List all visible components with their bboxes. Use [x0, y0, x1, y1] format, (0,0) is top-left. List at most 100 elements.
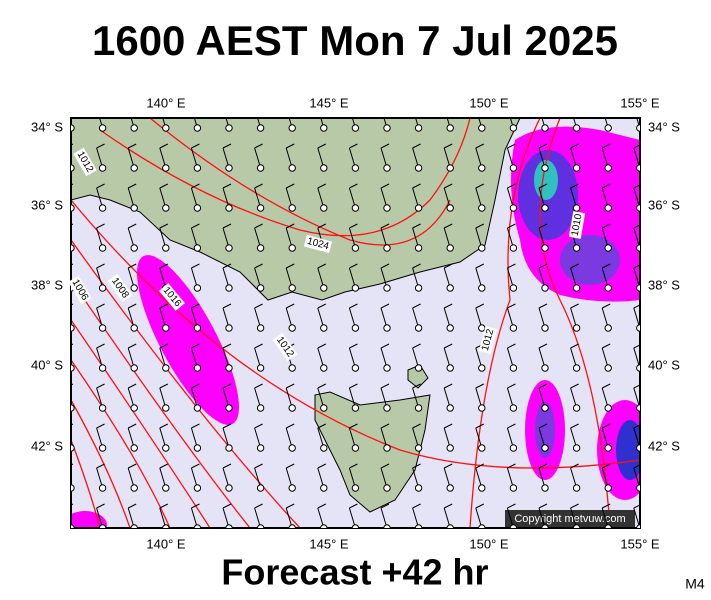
footer: Forecast +42 hr [221, 552, 488, 593]
wind-barb-flag [475, 183, 485, 189]
wind-station [509, 244, 518, 252]
wind-station [288, 524, 296, 528]
isobar-label-bg [107, 273, 133, 303]
wind-barb-flag [317, 343, 327, 349]
wind-station [130, 404, 138, 412]
wind-barb-flag [96, 303, 105, 309]
wind-station [383, 284, 391, 292]
copyright: Copyright metvuw.com [514, 513, 625, 525]
wind-station [541, 244, 549, 252]
wind-station [71, 404, 75, 412]
wind-barb-flag [317, 263, 327, 269]
isobar-label-bg [159, 283, 185, 311]
wind-station [604, 124, 612, 132]
wind-barb-flag [570, 303, 579, 309]
wind-barb-flag [475, 263, 485, 269]
wind-barb-flag [349, 303, 358, 309]
wind-barb-flag [285, 263, 295, 269]
wind-station [225, 484, 233, 492]
wind-station [130, 204, 138, 212]
wind-station [193, 284, 202, 292]
wind-barb-flag [71, 263, 74, 266]
wind-station [414, 404, 423, 412]
wind-barb-flag [127, 143, 137, 149]
wind-barb-flag [127, 463, 137, 469]
wind-barb-flag [159, 263, 169, 269]
wind-barb-flag [475, 503, 485, 509]
wind-station [509, 484, 518, 492]
wind-station [541, 524, 549, 528]
wind-station [351, 444, 360, 452]
wind-barb-flag [633, 184, 640, 189]
wind-station [541, 364, 549, 372]
wind-barb-flag [633, 144, 640, 149]
isobar-label-bg [272, 332, 298, 362]
wind-barb-flag [444, 104, 452, 108]
wind-station [604, 324, 612, 332]
wind-station [288, 444, 296, 452]
wind-barb-flag [254, 263, 263, 269]
wind-station [446, 364, 454, 372]
wind-station [383, 204, 391, 212]
wind-station [636, 324, 640, 332]
wind-barb-flag [633, 344, 640, 349]
wind-station [193, 124, 202, 132]
wind-barb-flag [443, 383, 453, 389]
wind-barb-flag [380, 383, 390, 389]
wind-station [71, 124, 75, 132]
wind-station [541, 444, 549, 452]
wind-station [478, 284, 486, 292]
wind-station [351, 244, 360, 252]
wind-station [509, 164, 518, 172]
wind-barb-flag [633, 464, 640, 469]
isobar-label-bg [73, 147, 97, 177]
wind-station [414, 444, 423, 452]
wind-barb-flag [349, 423, 358, 429]
wind-station [130, 164, 138, 172]
wind-barb-flag [538, 263, 548, 269]
wind-barb-flag [71, 383, 74, 386]
isobar-label-bg [303, 234, 333, 254]
wind-barb-flag [380, 303, 390, 309]
wind-barb-flag [507, 263, 516, 269]
wind-station [446, 444, 454, 452]
wind-barb-flag [507, 183, 516, 189]
wind-station [320, 484, 328, 492]
wind-station [604, 444, 612, 452]
wind-barb-flag [570, 143, 579, 149]
wind-station [541, 284, 549, 292]
wind-station [446, 284, 454, 292]
wind-station [351, 404, 360, 412]
wind-barb-flag [127, 383, 137, 389]
wind-barb-flag [159, 223, 169, 229]
wind-station [256, 364, 265, 372]
wind-barb-flag [71, 463, 74, 466]
wind-barb-flag [159, 503, 169, 509]
wind-station [98, 284, 107, 292]
wind-station [604, 524, 612, 528]
wind-barb-flag [285, 143, 295, 149]
wind-barb-flag [222, 303, 232, 309]
wind-station [351, 164, 360, 172]
wind-barb-flag [601, 183, 611, 189]
wind-station [225, 164, 233, 172]
wind-station [383, 524, 391, 528]
wind-station [572, 244, 581, 252]
wind-station [446, 484, 454, 492]
lon-label: 140° E [146, 95, 186, 110]
wind-barb-flag [507, 143, 516, 149]
wind-barb-flag [538, 143, 548, 149]
wind-barb-flag [191, 263, 200, 269]
wind-station [636, 404, 640, 412]
wind-station [351, 364, 360, 372]
wind-barb-flag [254, 143, 263, 149]
wind-barb-flag [380, 503, 390, 509]
wind-barb-flag [601, 423, 611, 429]
lat-label: 40° S [648, 357, 680, 372]
wind-station [636, 204, 640, 212]
wind-barb-flag [127, 183, 137, 189]
wind-barb-flag [191, 383, 200, 389]
wind-station [478, 524, 486, 528]
wind-station [383, 124, 391, 132]
